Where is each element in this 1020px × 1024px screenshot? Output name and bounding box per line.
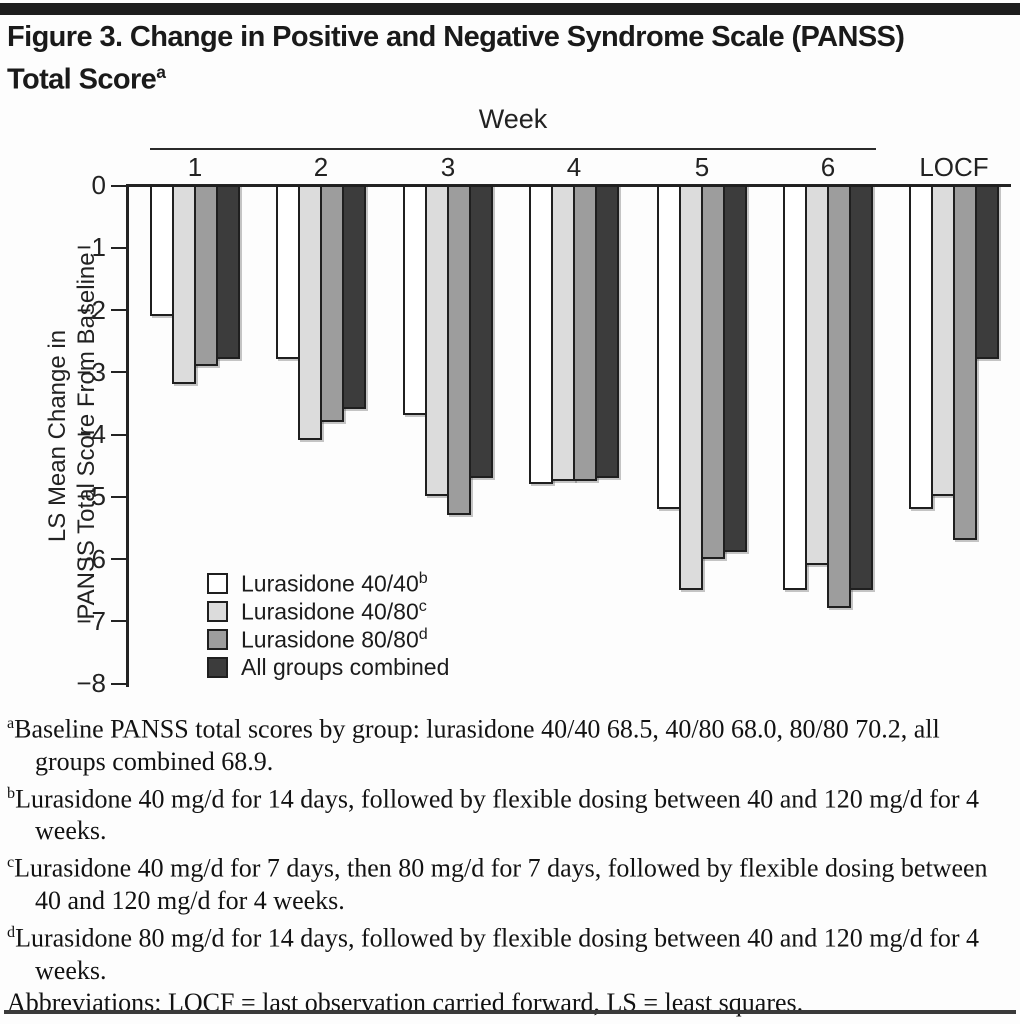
legend-swatch xyxy=(207,656,228,678)
bar-1-series1 xyxy=(150,185,174,316)
bar-locf-series2 xyxy=(931,185,955,496)
footnote-c: cLurasidone 40 mg/d for 7 days, then 80 … xyxy=(7,853,988,915)
footnotes: aBaseline PANSS total scores by group: l… xyxy=(7,708,1003,1019)
y-tick-mark xyxy=(111,558,127,560)
y-tick-label: −2 xyxy=(76,294,106,325)
bar-3-series1 xyxy=(403,185,427,415)
figure-title: Figure 3. Change in Positive and Negativ… xyxy=(7,20,1007,98)
bar-locf-series4 xyxy=(975,185,999,359)
legend-swatch xyxy=(207,628,228,650)
bar-4-series3 xyxy=(573,185,597,481)
bar-locf-series1 xyxy=(909,185,933,509)
y-tick-label: −3 xyxy=(76,356,106,387)
y-tick-mark xyxy=(111,371,127,374)
y-tick-label: −5 xyxy=(76,481,106,512)
bar-locf-series3 xyxy=(953,185,977,540)
y-tick-label: −7 xyxy=(76,605,106,636)
footnote-d: dLurasidone 80 mg/d for 14 days, followe… xyxy=(7,923,980,985)
bar-4-series1 xyxy=(529,185,553,484)
category-label-6: 6 xyxy=(820,152,836,182)
bar-2-series1 xyxy=(276,185,300,359)
y-tick-label: −8 xyxy=(76,668,106,698)
bar-5-series1 xyxy=(657,185,681,509)
bar-1-series3 xyxy=(194,185,218,366)
footnote-a: aBaseline PANSS total scores by group: l… xyxy=(7,714,940,776)
bar-2-series3 xyxy=(320,185,344,422)
category-label-5: 5 xyxy=(694,152,710,182)
y-axis xyxy=(126,184,129,687)
y-tick-label: −4 xyxy=(76,419,106,449)
figure-title-line2: Total Score xyxy=(7,63,157,96)
y-tick-mark xyxy=(111,433,127,436)
legend-item-2: Lurasidone 40/80c xyxy=(207,597,449,625)
legend-label: All groups combined xyxy=(241,653,450,680)
y-tick-label: −1 xyxy=(76,232,106,263)
bar-6-series3 xyxy=(827,185,851,608)
bar-5-series3 xyxy=(701,185,725,559)
legend-swatch xyxy=(207,600,228,622)
bar-3-series3 xyxy=(447,185,471,515)
category-label-2: 2 xyxy=(313,152,329,182)
bar-2-series2 xyxy=(298,185,322,440)
legend-swatch xyxy=(207,572,228,594)
legend-label: Lurasidone 40/80c xyxy=(241,596,427,625)
figure-title-superscript: a xyxy=(156,62,166,82)
bar-1-series4 xyxy=(216,185,240,359)
category-label-4: 4 xyxy=(566,152,582,182)
top-rule xyxy=(0,3,1020,15)
week-axis-title: Week xyxy=(478,104,548,134)
bar-3-series4 xyxy=(469,185,493,478)
legend-label: Lurasidone 40/40b xyxy=(241,568,428,597)
bar-2-series4 xyxy=(342,185,366,409)
category-label-3: 3 xyxy=(440,152,456,182)
bar-3-series2 xyxy=(425,185,449,496)
y-tick-mark xyxy=(111,682,127,685)
y-tick-label: −6 xyxy=(76,543,106,574)
bar-4-series2 xyxy=(551,185,575,481)
legend-item-1: Lurasidone 40/40b xyxy=(207,569,449,597)
bottom-rule xyxy=(4,1010,1016,1014)
y-tick-mark xyxy=(111,246,127,249)
category-label-1: 1 xyxy=(187,152,203,182)
week-axis-line xyxy=(150,148,876,150)
bar-6-series4 xyxy=(849,185,873,590)
bar-5-series4 xyxy=(723,185,747,552)
bar-6-series1 xyxy=(783,185,807,590)
bar-6-series2 xyxy=(805,185,829,565)
legend-item-4: All groups combined xyxy=(207,653,449,681)
y-tick-mark xyxy=(111,184,127,187)
bar-5-series2 xyxy=(679,185,703,590)
legend-item-3: Lurasidone 80/80d xyxy=(207,625,449,653)
y-tick-label: 0 xyxy=(91,170,106,200)
y-tick-mark xyxy=(111,620,127,623)
y-tick-mark xyxy=(111,309,127,311)
legend: Lurasidone 40/40b Lurasidone 40/80c Lurasi… xyxy=(207,569,449,681)
y-tick-mark xyxy=(111,495,127,498)
legend-label: Lurasidone 80/80d xyxy=(241,624,428,653)
figure-title-line1: Figure 3. Change in Positive and Negativ… xyxy=(7,21,905,53)
footnote-b: bLurasidone 40 mg/d for 14 days, followe… xyxy=(7,784,980,846)
bar-1-series2 xyxy=(172,185,196,384)
category-label-locf: LOCF xyxy=(919,152,989,182)
bar-4-series4 xyxy=(595,185,619,478)
